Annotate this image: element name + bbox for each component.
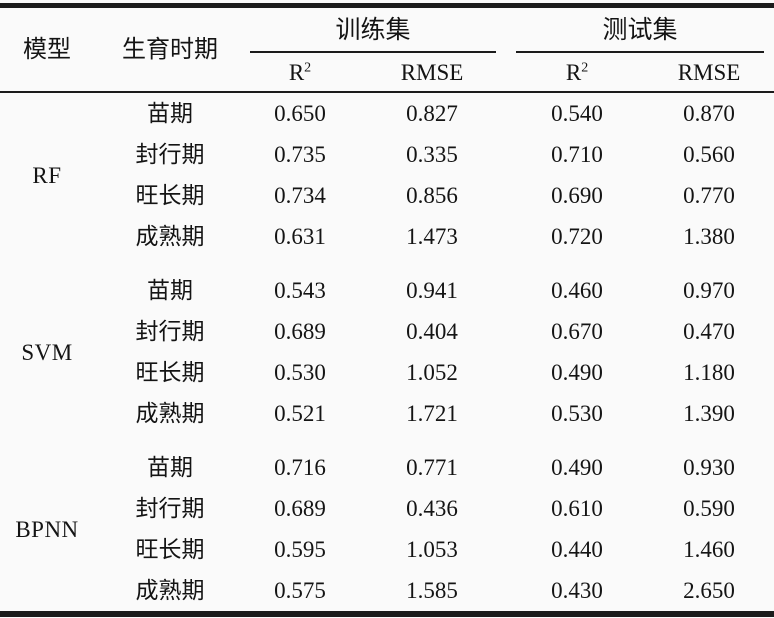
table-row: SVM 苗期 0.543 0.941 0.460 0.970 [0,270,774,364]
table-row: BPNN 苗期 0.716 0.771 0.490 0.930 [0,447,774,541]
test-r2-value: 0.440 [551,537,603,562]
test-r2-value: 0.720 [551,224,603,249]
stage-cell: 封行期 [135,319,205,344]
test-r2-value: 0.490 [551,360,603,385]
stage-cell: 成熟期 [135,578,205,603]
test-r2-value: 0.530 [551,401,603,426]
train-r2-value: 0.575 [274,578,326,603]
stage-cell: 成熟期 [135,401,205,426]
table-row: 封行期 0.689 0.404 0.670 0.470 [0,311,774,352]
stage-cell: 苗期 [147,455,193,480]
test-r2-sup: 2 [581,59,589,75]
header-test-set-label: 测试集 [516,8,765,53]
test-r2-value: 0.690 [551,183,603,208]
test-r2-value: 0.460 [551,278,603,303]
test-rmse-value: 1.460 [683,537,735,562]
test-r2-value: 0.490 [551,455,603,480]
test-rmse-value: 0.590 [683,496,735,521]
train-rmse-value: 1.473 [406,224,458,249]
results-table: 模型 生育时期 训练集 测试集 R2 RMSE R2 RMSE RF 苗期 0.… [0,3,774,617]
header-train-rmse: RMSE [400,59,464,85]
table-row: 成熟期 0.521 1.721 0.530 1.390 [0,393,774,434]
test-r2-value: 0.710 [551,142,603,167]
header-train-r2: R2 [246,53,354,92]
table-header: 模型 生育时期 训练集 测试集 R2 RMSE R2 RMSE [0,6,774,92]
table-row: 成熟期 0.575 1.585 0.430 2.650 [0,570,774,614]
train-rmse-value: 0.436 [406,496,458,521]
header-model: 模型 [23,36,71,63]
train-rmse-value: 1.053 [406,537,458,562]
train-r2-value: 0.631 [274,224,326,249]
test-rmse-value: 0.970 [683,278,735,303]
train-r2-sup: 2 [304,59,312,75]
header-training-set: 训练集 [246,6,510,53]
test-rmse-value: 1.180 [683,360,735,385]
header-growth-stage: 生育时期 [122,36,218,63]
model-label-bpnn: BPNN [15,516,79,542]
stage-cell: 苗期 [147,278,193,303]
test-r2-value: 0.670 [551,319,603,344]
stage-cell: 苗期 [147,101,193,126]
table-row: 成熟期 0.631 1.473 0.720 1.380 [0,216,774,257]
header-test-set: 测试集 [510,6,774,53]
test-r2-value: 0.540 [551,101,603,126]
train-rmse-value: 0.856 [406,183,458,208]
test-rmse-value: 0.930 [683,455,735,480]
train-r2-base: R [288,59,305,85]
stage-cell: 旺长期 [135,537,205,562]
header-training-set-label: 训练集 [250,8,497,53]
stage-cell: 成熟期 [135,224,205,249]
train-r2-value: 0.543 [274,278,326,303]
train-rmse-value: 0.941 [406,278,458,303]
group-rf: RF 苗期 0.650 0.827 0.540 0.870 封行期 0.735 … [0,92,774,270]
train-rmse-value: 0.335 [406,142,458,167]
table-row: 旺长期 0.530 1.052 0.490 1.180 [0,352,774,393]
train-r2-value: 0.734 [274,183,326,208]
train-rmse-value: 1.585 [406,578,458,603]
table-row: 旺长期 0.734 0.856 0.690 0.770 [0,175,774,216]
header-test-rmse: RMSE [677,59,741,85]
train-r2-value: 0.716 [274,455,326,480]
stage-cell: 旺长期 [135,360,205,385]
train-rmse-value: 0.404 [406,319,458,344]
test-r2-value: 0.610 [551,496,603,521]
test-rmse-value: 0.870 [683,101,735,126]
test-rmse-value: 0.770 [683,183,735,208]
test-rmse-value: 1.380 [683,224,735,249]
table-row: 封行期 0.735 0.335 0.710 0.560 [0,134,774,175]
group-spacer [0,434,774,447]
train-r2-value: 0.530 [274,360,326,385]
group-spacer [0,257,774,270]
table-row: 旺长期 0.595 1.053 0.440 1.460 [0,529,774,570]
test-rmse-value: 0.470 [683,319,735,344]
stage-cell: 封行期 [135,142,205,167]
train-r2-value: 0.595 [274,537,326,562]
train-r2-value: 0.689 [274,319,326,344]
train-r2-value: 0.689 [274,496,326,521]
test-rmse-value: 2.650 [683,578,735,603]
stage-cell: 封行期 [135,496,205,521]
model-label-rf: RF [32,162,62,188]
train-rmse-value: 1.721 [406,401,458,426]
train-rmse-value: 1.052 [406,360,458,385]
test-r2-base: R [565,59,582,85]
train-r2-value: 0.650 [274,101,326,126]
train-r2-value: 0.735 [274,142,326,167]
group-svm: SVM 苗期 0.543 0.941 0.460 0.970 封行期 0.689… [0,270,774,447]
header-test-r2: R2 [510,53,644,92]
test-rmse-value: 1.390 [683,401,735,426]
train-r2-value: 0.521 [274,401,326,426]
stage-cell: 旺长期 [135,183,205,208]
table-row: RF 苗期 0.650 0.827 0.540 0.870 [0,92,774,187]
train-rmse-value: 0.827 [406,101,458,126]
test-rmse-value: 0.560 [683,142,735,167]
group-bpnn: BPNN 苗期 0.716 0.771 0.490 0.930 封行期 0.68… [0,447,774,614]
test-r2-value: 0.430 [551,578,603,603]
model-label-svm: SVM [21,339,73,365]
table-row: 封行期 0.689 0.436 0.610 0.590 [0,488,774,529]
train-rmse-value: 0.771 [406,455,458,480]
